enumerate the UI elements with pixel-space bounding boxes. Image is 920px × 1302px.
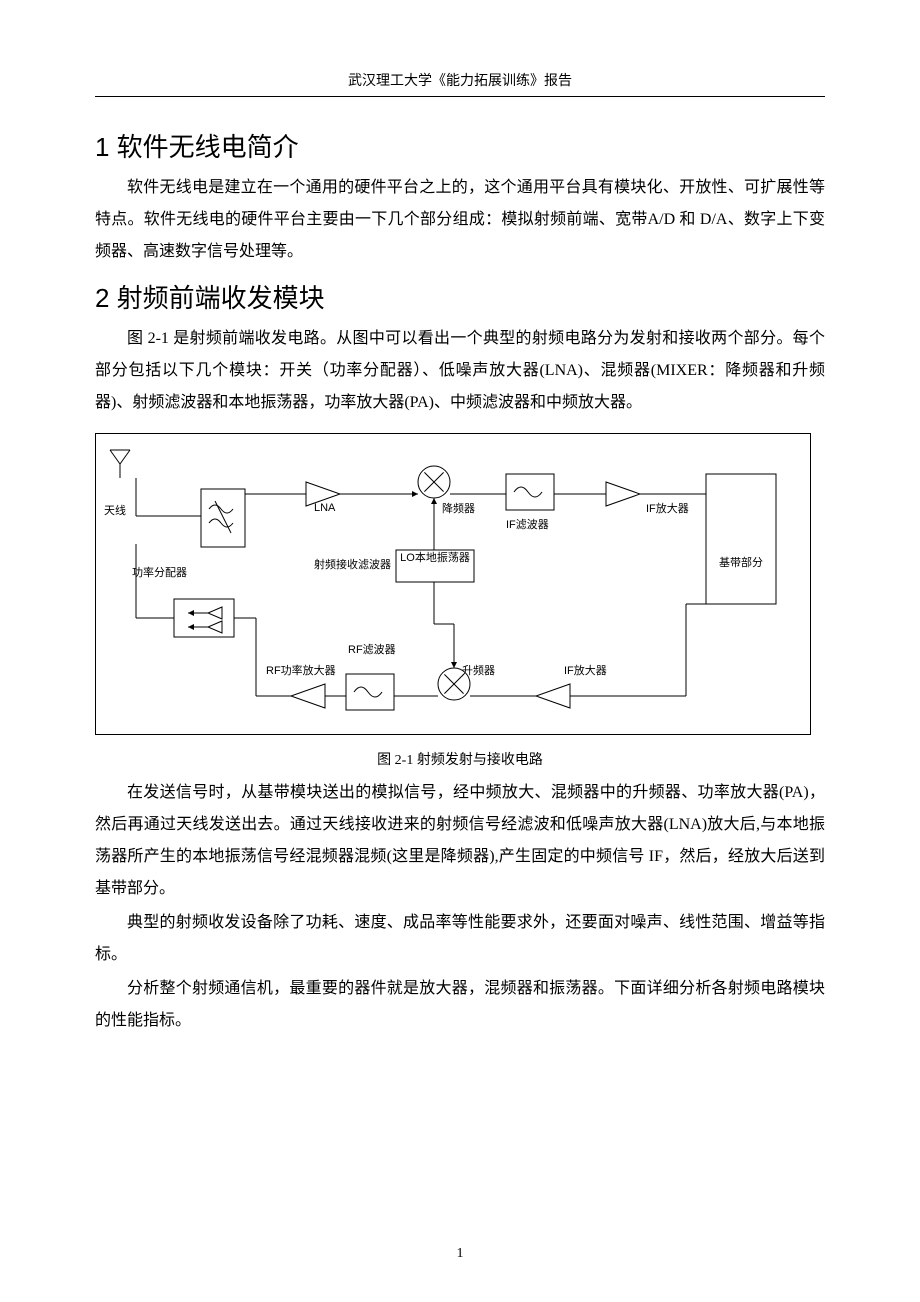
- diagram-label: RF功率放大器: [266, 662, 336, 678]
- diagram-label: IF放大器: [564, 662, 607, 678]
- page-number: 1: [0, 1246, 920, 1262]
- paragraph-4: 典型的射频收发设备除了功耗、速度、成品率等性能要求外，还要面对噪声、线性范围、增…: [95, 907, 825, 971]
- paragraph-5: 分析整个射频通信机，最重要的器件就是放大器，混频器和振荡器。下面详细分析各射频电…: [95, 973, 825, 1037]
- diagram-label: IF放大器: [646, 500, 689, 516]
- figure-2-1: 天线功率分配器 LNA 降频器射频接收滤波器 IF滤波器 IF放大器 LO本地振荡器 基带部…: [95, 433, 825, 769]
- section2-title: 2 射频前端收发模块: [95, 278, 825, 315]
- page-header: 武汉理工大学《能力拓展训练》报告: [95, 70, 825, 97]
- diagram-label: 射频接收滤波器: [314, 556, 391, 572]
- paragraph-1: 软件无线电是建立在一个通用的硬件平台之上的，这个通用平台具有模块化、开放性、可扩…: [95, 172, 825, 268]
- paragraph-2: 图 2-1 是射频前端收发电路。从图中可以看出一个典型的射频电路分为发射和接收两…: [95, 323, 825, 419]
- figure-caption: 图 2-1 射频发射与接收电路: [95, 749, 825, 769]
- diagram-label: 升频器: [462, 662, 495, 678]
- diagram-label: LNA: [314, 502, 335, 514]
- diagram-label: RF滤波器: [348, 641, 396, 657]
- diagram-label-lo: LO本地振荡器: [398, 552, 472, 565]
- diagram-canvas: 天线功率分配器 LNA 降频器射频接收滤波器 IF滤波器 IF放大器 LO本地振荡器 基带部…: [95, 433, 811, 735]
- diagram-label: 天线: [104, 502, 126, 518]
- diagram-label: 功率分配器: [132, 564, 187, 580]
- section1-title: 1 软件无线电简介: [95, 127, 825, 164]
- diagram-label: IF滤波器: [506, 516, 549, 532]
- page: 武汉理工大学《能力拓展训练》报告 1 软件无线电简介 软件无线电是建立在一个通用…: [0, 0, 920, 1302]
- diagram-label-baseband: 基带部分: [712, 554, 770, 570]
- paragraph-3: 在发送信号时，从基带模块送出的模拟信号，经中频放大、混频器中的升频器、功率放大器…: [95, 777, 825, 905]
- diagram-svg: [96, 434, 810, 734]
- diagram-label: 降频器: [442, 500, 475, 516]
